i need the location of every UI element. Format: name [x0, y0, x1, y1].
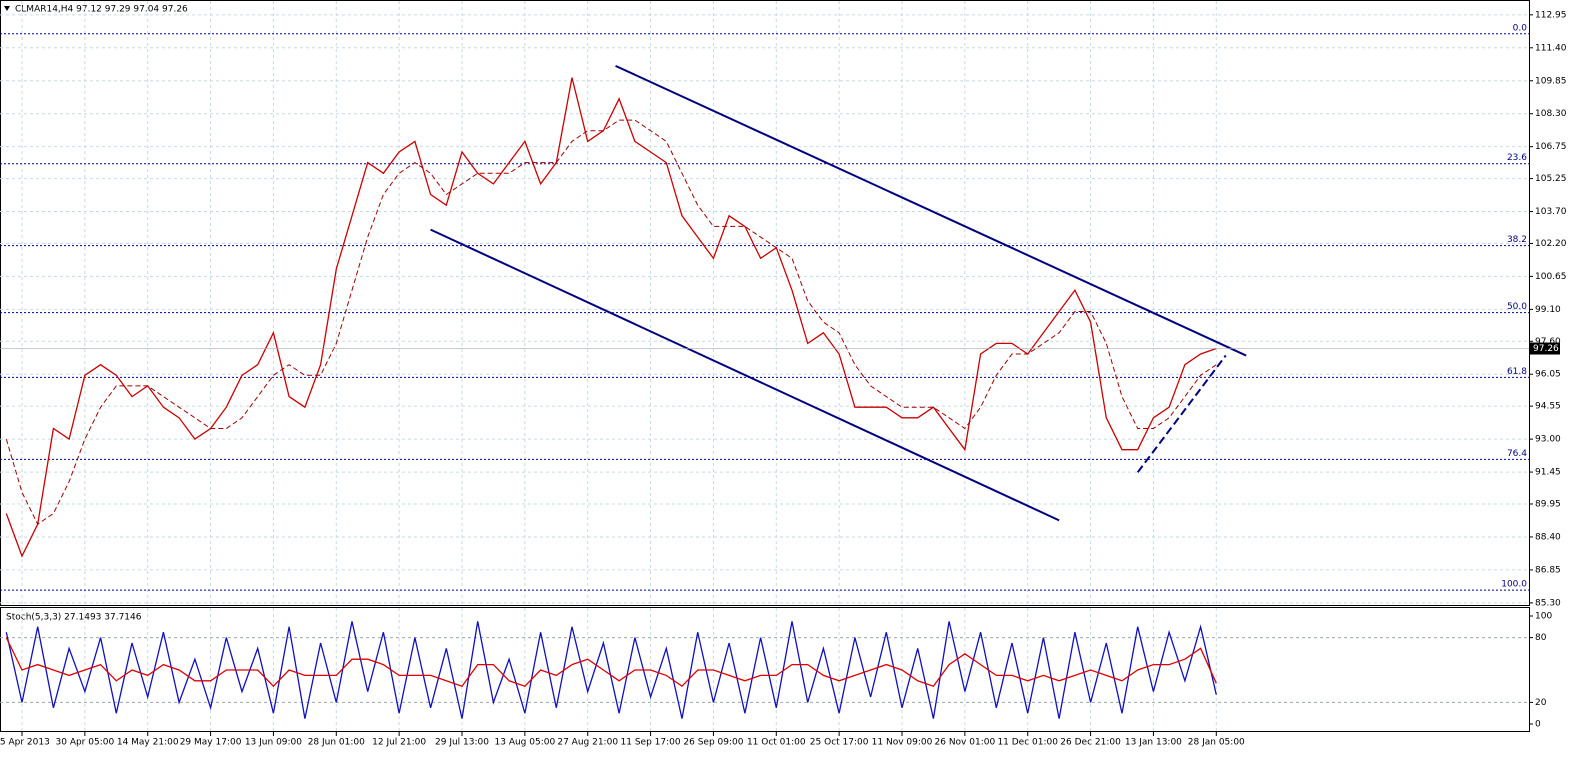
x-tick-label: 29 May 17:00	[180, 738, 242, 748]
level-label: 100.0	[1501, 580, 1527, 590]
y-tick-label: 0	[1535, 720, 1541, 730]
menu-arrow	[4, 6, 10, 11]
x-tick-label: 11 Oct 01:00	[747, 738, 806, 748]
series-line	[5, 77, 1217, 558]
x-tick-label: 13 Jun 09:00	[245, 738, 302, 748]
x-tick-label: 11 Nov 09:00	[872, 738, 933, 748]
y-tick-label: 111.40	[1535, 43, 1567, 53]
x-tick-label: 26 Sep 09:00	[683, 738, 743, 748]
indicator-title: Stoch(5,3,3) 27.1493 37.7146	[6, 613, 142, 623]
chart-title: CLMAR14,H4 97.12 97.29 97.04 97.26	[15, 5, 188, 15]
x-tick-label: 12 Jul 21:00	[372, 738, 426, 748]
x-tick-label: 13 Aug 05:00	[495, 738, 556, 748]
y-tick-label: 86.85	[1535, 565, 1561, 575]
series-line	[5, 621, 1217, 719]
y-tick-label: 105.25	[1535, 174, 1567, 184]
y-tick-label: 108.30	[1535, 109, 1567, 119]
y-tick-label: 103.70	[1535, 207, 1567, 217]
x-tick-label: 29 Jul 13:00	[435, 738, 489, 748]
y-tick-label: 94.55	[1535, 402, 1561, 412]
y-tick-label: 106.75	[1535, 142, 1567, 152]
y-tick-label: 93.00	[1535, 435, 1561, 445]
level-label: 38.2	[1507, 235, 1527, 245]
x-tick-label: 11 Dec 01:00	[997, 738, 1058, 748]
trendline	[615, 64, 1247, 357]
level-label: 76.4	[1507, 449, 1527, 459]
x-tick-label: 27 Aug 21:00	[557, 738, 618, 748]
level-label: 50.0	[1507, 302, 1527, 312]
x-tick-label: 14 May 21:00	[117, 738, 179, 748]
sub-frame	[0, 607, 1530, 732]
trendline	[1136, 354, 1227, 473]
y-tick-label: 99.10	[1535, 305, 1561, 315]
level-label: 61.8	[1507, 367, 1527, 377]
y-tick-label: 20	[1535, 698, 1547, 708]
y-tick-label: 96.05	[1535, 370, 1561, 380]
main-frame	[0, 0, 1530, 606]
trendline	[430, 228, 1060, 522]
y-tick-label: 97.60	[1535, 337, 1561, 347]
x-tick-label: 25 Oct 17:00	[810, 738, 869, 748]
x-tick-label: 26 Dec 21:00	[1060, 738, 1121, 748]
y-tick-label: 89.95	[1535, 499, 1561, 509]
x-tick-label: 26 Nov 01:00	[935, 738, 996, 748]
x-tick-label: 15 Apr 2013	[0, 738, 50, 748]
series-line	[5, 637, 1217, 688]
x-tick-label: 30 Apr 05:00	[56, 738, 115, 748]
y-tick-label: 100.65	[1535, 272, 1567, 282]
x-tick-label: 28 Jan 05:00	[1188, 738, 1245, 748]
current-price-box	[1530, 342, 1560, 355]
y-tick-label: 109.85	[1535, 76, 1567, 86]
y-tick-label: 102.20	[1535, 239, 1567, 249]
y-tick-label: 88.40	[1535, 532, 1561, 542]
y-tick-label: 80	[1535, 633, 1547, 643]
x-tick-label: 28 Jun 01:00	[308, 738, 365, 748]
y-tick-label: 91.45	[1535, 468, 1561, 478]
current-price-label: 97.26	[1533, 344, 1559, 354]
x-tick-label: 13 Jan 13:00	[1125, 738, 1182, 748]
y-tick-label: 85.30	[1535, 598, 1561, 608]
y-tick-label: 112.95	[1535, 10, 1567, 20]
y-tick-label: 100	[1535, 611, 1552, 621]
level-label: 0.0	[1513, 23, 1528, 33]
level-label: 23.6	[1507, 153, 1527, 163]
x-tick-label: 11 Sep 17:00	[621, 738, 681, 748]
